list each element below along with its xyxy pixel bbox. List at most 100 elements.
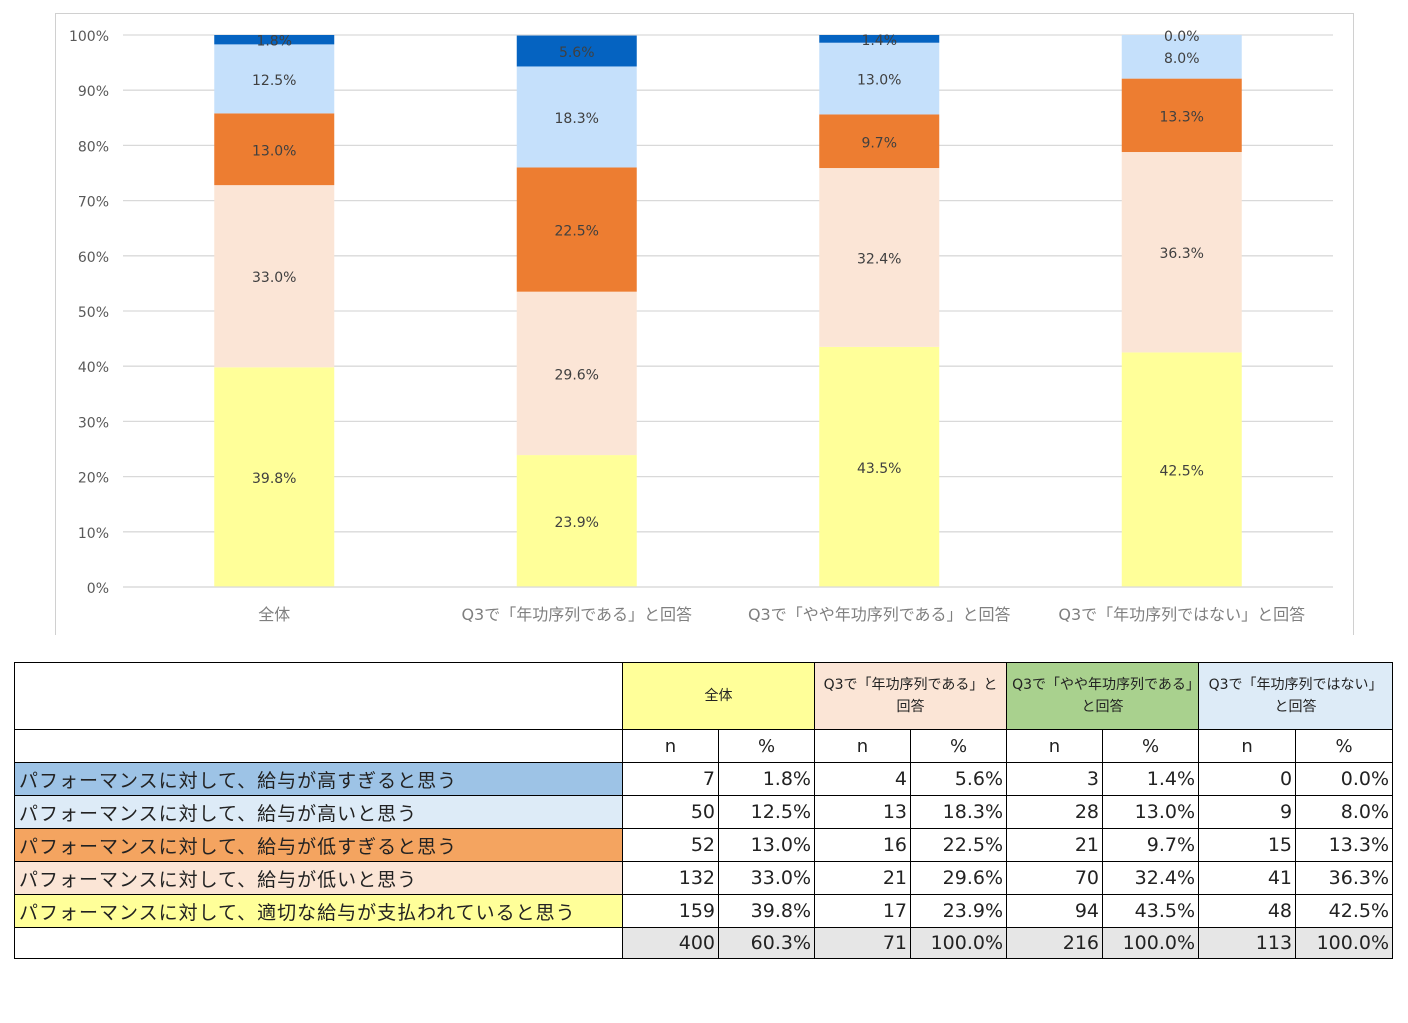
bar-segment — [516, 66, 637, 168]
table-cell: 1.4% — [1102, 762, 1200, 796]
total-cell: 113 — [1198, 927, 1297, 959]
x-tick-label: Q3で「やや年功序列である」と回答 — [748, 605, 1011, 624]
data-label: 13.0% — [857, 73, 901, 89]
row-label-cell: パフォーマンスに対して、給与が低すぎると思う — [14, 828, 623, 862]
data-label: 13.0% — [252, 143, 296, 159]
bar-segment — [1121, 152, 1242, 353]
table-cell: 28 — [1006, 795, 1104, 829]
group-header-cell: Q3で「年功序列ではない」と回答 — [1198, 662, 1394, 730]
subheader-blank-cell — [14, 729, 623, 763]
subheader-cell: % — [1102, 729, 1200, 763]
y-tick-label: 80% — [78, 139, 109, 155]
table-cell: 15 — [1198, 828, 1297, 862]
chart-area: 0% 10% 20% 30% 40% 50% 60% 70% 80% 90% 100% 39.8% 33… — [55, 13, 1354, 635]
total-cell: 60.3% — [718, 927, 815, 959]
table-cell: 9 — [1198, 795, 1297, 829]
data-label: 33.0% — [252, 270, 296, 286]
y-tick-label: 100% — [69, 29, 109, 45]
row-label-cell: パフォーマンスに対して、給与が高すぎると思う — [14, 762, 623, 796]
bar-segment — [214, 44, 335, 114]
table-corner-cell — [14, 662, 623, 730]
data-label: 1.8% — [256, 34, 292, 50]
data-label: 5.6% — [559, 45, 595, 61]
bar-segment — [819, 346, 940, 587]
table-cell: 21 — [1006, 828, 1104, 862]
table-cell: 36.3% — [1295, 861, 1394, 895]
y-tick-label: 60% — [78, 250, 109, 266]
table-cell: 7 — [622, 762, 719, 796]
row-label-cell: パフォーマンスに対して、給与が低いと思う — [14, 861, 623, 895]
table-cell: 29.6% — [909, 861, 1008, 895]
table-cell: 39.8% — [718, 894, 815, 928]
data-label: 18.3% — [555, 111, 599, 127]
bar-segment — [819, 42, 940, 115]
data-label: 42.5% — [1160, 464, 1204, 480]
bar-segment — [516, 35, 637, 67]
total-cell: 100.0% — [1102, 927, 1200, 959]
x-tick-label: Q3で「年功序列である」と回答 — [461, 605, 692, 624]
x-tick-label: Q3で「年功序列ではない」と回答 — [1058, 605, 1305, 624]
bar-segment — [214, 113, 335, 186]
group-header-cell: 全体 — [622, 662, 815, 730]
bar-segment — [819, 35, 940, 43]
table-cell: 32.4% — [1102, 861, 1200, 895]
y-tick-label: 10% — [78, 526, 109, 542]
data-label: 12.5% — [252, 73, 296, 89]
data-label: 32.4% — [857, 251, 901, 267]
table-cell: 13 — [814, 795, 911, 829]
total-cell: 100.0% — [1295, 927, 1394, 959]
table-cell: 0 — [1198, 762, 1297, 796]
table-cell: 22.5% — [909, 828, 1008, 862]
total-cell: 100.0% — [909, 927, 1008, 959]
bar-segment — [1121, 78, 1242, 153]
table-cell: 33.0% — [718, 861, 815, 895]
subheader-cell: n — [814, 729, 911, 763]
table-cell: 70 — [1006, 861, 1104, 895]
table-row: パフォーマンスに対して、給与が低すぎると思う 52 13.0% 16 22.5% 21 9.… — [14, 828, 1394, 862]
y-tick-label: 30% — [78, 415, 109, 431]
stacked-bar-chart: 0% 10% 20% 30% 40% 50% 60% 70% 80% 90% 100% 39.8% 33… — [69, 29, 1333, 624]
data-label: 0.0% — [1164, 29, 1200, 45]
data-label: 36.3% — [1160, 246, 1204, 262]
table-cell: 16 — [814, 828, 911, 862]
table-row: パフォーマンスに対して、適切な給与が支払われていると思う 159 39.8% 17 23… — [14, 894, 1394, 928]
data-label: 22.5% — [555, 224, 599, 240]
subheader-cell: n — [1198, 729, 1297, 763]
total-cell: 216 — [1006, 927, 1104, 959]
data-label: 1.4% — [861, 33, 897, 49]
table-cell: 13.0% — [1102, 795, 1200, 829]
row-label-cell: パフォーマンスに対して、給与が高いと思う — [14, 795, 623, 829]
y-tick-label: 90% — [78, 84, 109, 100]
table-cell: 48 — [1198, 894, 1297, 928]
total-cell: 71 — [814, 927, 911, 959]
table-cell: 42.5% — [1295, 894, 1394, 928]
total-blank-cell — [14, 927, 623, 959]
data-label: 13.3% — [1160, 109, 1204, 125]
bar-segment — [516, 291, 637, 456]
total-cell: 400 — [622, 927, 719, 959]
table-row: パフォーマンスに対して、給与が高いと思う 50 12.5% 13 18.3% 28 13.0… — [14, 795, 1394, 829]
table-cell: 21 — [814, 861, 911, 895]
table-row: パフォーマンスに対して、給与が高すぎると思う 7 1.8% 4 5.6% 3 1.4% 0 0.… — [14, 762, 1394, 796]
table-cell: 17 — [814, 894, 911, 928]
bar-segment — [1121, 352, 1242, 587]
bar-segment — [819, 114, 940, 169]
table-total-row: 400 60.3% 71 100.0% 216 100.0% 113 100.0% — [14, 927, 1394, 959]
table-cell: 4 — [814, 762, 911, 796]
y-tick-label: 50% — [78, 305, 109, 321]
table-cell: 13.3% — [1295, 828, 1394, 862]
y-tick-label: 40% — [78, 360, 109, 376]
subheader-cell: n — [1006, 729, 1104, 763]
data-label: 8.0% — [1164, 51, 1200, 67]
table-cell: 12.5% — [718, 795, 815, 829]
bar-segment — [819, 168, 940, 347]
bar-segment — [214, 185, 335, 368]
data-label: 23.9% — [555, 515, 599, 531]
bar-segment — [214, 35, 335, 45]
subheader-cell: n — [622, 729, 719, 763]
data-label: 39.8% — [252, 471, 296, 487]
bar-segment — [1121, 35, 1242, 79]
table-cell: 1.8% — [718, 762, 815, 796]
group-header-cell: Q3で「やや年功序列である」と回答 — [1006, 662, 1200, 730]
subheader-cell: % — [1295, 729, 1394, 763]
